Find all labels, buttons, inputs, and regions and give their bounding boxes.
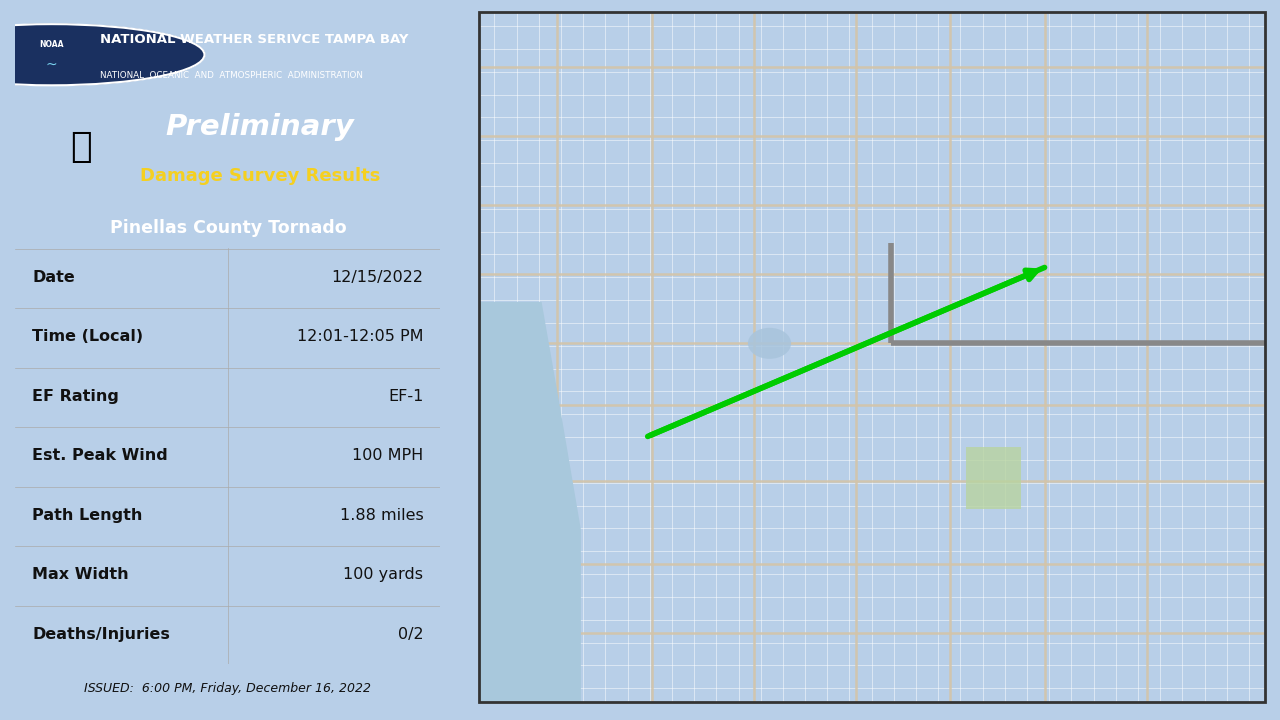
Text: NATIONAL WEATHER SERIVCE TAMPA BAY: NATIONAL WEATHER SERIVCE TAMPA BAY: [100, 33, 408, 46]
Text: Path Length: Path Length: [32, 508, 143, 523]
Text: 0/2: 0/2: [398, 626, 424, 642]
Text: 100 yards: 100 yards: [343, 567, 424, 582]
Text: Pinellas County Tornado: Pinellas County Tornado: [110, 219, 346, 238]
Circle shape: [0, 24, 205, 85]
Text: EF-1: EF-1: [388, 389, 424, 404]
Text: Damage Survey Results: Damage Survey Results: [140, 168, 380, 186]
Text: ~: ~: [46, 58, 58, 72]
Text: Deaths/Injuries: Deaths/Injuries: [32, 626, 170, 642]
Text: EF Rating: EF Rating: [32, 389, 119, 404]
Text: NOAA: NOAA: [40, 40, 64, 49]
Polygon shape: [479, 302, 581, 702]
Text: 1.88 miles: 1.88 miles: [339, 508, 424, 523]
Text: Preliminary: Preliminary: [165, 114, 355, 141]
Text: Max Width: Max Width: [32, 567, 129, 582]
Text: Est. Peak Wind: Est. Peak Wind: [32, 449, 168, 463]
Text: Time (Local): Time (Local): [32, 329, 143, 344]
Ellipse shape: [748, 328, 791, 359]
Text: 12/15/2022: 12/15/2022: [332, 270, 424, 285]
Text: 12:01-12:05 PM: 12:01-12:05 PM: [297, 329, 424, 344]
Text: 🌪: 🌪: [70, 130, 92, 163]
Text: 100 MPH: 100 MPH: [352, 449, 424, 463]
Text: Date: Date: [32, 270, 76, 285]
Text: ISSUED:  6:00 PM, Friday, December 16, 2022: ISSUED: 6:00 PM, Friday, December 16, 20…: [84, 682, 371, 695]
FancyBboxPatch shape: [966, 447, 1021, 509]
Text: NATIONAL  OCEANIC  AND  ATMOSPHERIC  ADMINISTRATION: NATIONAL OCEANIC AND ATMOSPHERIC ADMINIS…: [100, 71, 364, 81]
